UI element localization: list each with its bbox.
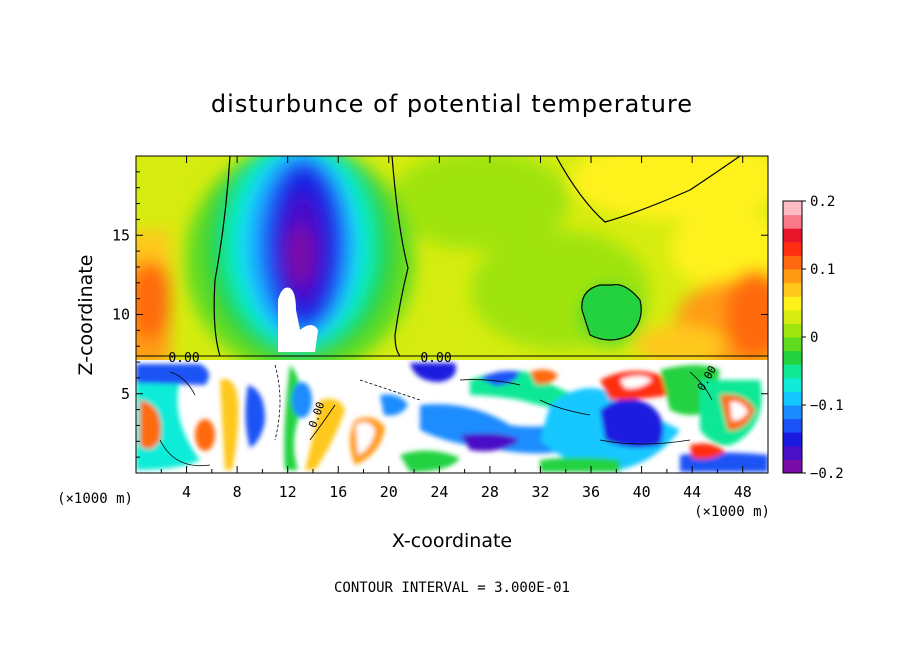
- colorbar-segment: [783, 391, 802, 406]
- x-tick-label: 48: [734, 483, 752, 501]
- x-axis: 4 8 12 16 20 24 28 32 36 40 44 48: [160, 156, 752, 501]
- colorbar: 0.2 0.1 0 −0.1 −0.2: [782, 194, 844, 482]
- x-unit-right: (×1000 m): [694, 504, 770, 520]
- colorbar-segment: [783, 269, 802, 284]
- x-tick-label: 40: [633, 483, 651, 501]
- contour-label-1: 0.00: [168, 351, 199, 366]
- x-unit-left: (×1000 m): [57, 491, 133, 507]
- colorbar-segment: [783, 364, 802, 379]
- x-tick-label: 8: [233, 483, 242, 501]
- colorbar-tick-label: −0.1: [810, 398, 844, 414]
- colorbar-segment: [783, 337, 802, 352]
- colorbar-segment: [783, 323, 802, 338]
- x-tick-label: 44: [683, 483, 701, 501]
- contour-interval-note: CONTOUR INTERVAL = 3.000E-01: [334, 580, 570, 596]
- colorbar-tick-label: 0.2: [810, 194, 835, 210]
- colorbar-segment: [783, 459, 802, 474]
- colorbar-segment: [783, 445, 802, 460]
- contour-label-2: 0.00: [420, 351, 451, 366]
- y-tick-label: 5: [121, 385, 130, 403]
- colorbar-segment: [783, 432, 802, 447]
- colorbar-segment: [783, 296, 802, 311]
- lower-field: [136, 360, 768, 473]
- colorbar-segment: [783, 255, 802, 270]
- x-tick-label: 4: [182, 483, 191, 501]
- colorbar-segment: [783, 241, 802, 256]
- colorbar-segment: [783, 377, 802, 392]
- x-tick-label: 24: [430, 483, 448, 501]
- x-axis-label: X-coordinate: [392, 530, 512, 552]
- colorbar-tick-label: 0: [810, 330, 818, 346]
- colorbar-segment: [783, 214, 802, 229]
- colorbar-segment: [783, 282, 802, 297]
- colorbar-tick-label: 0.1: [810, 262, 835, 278]
- chart-title: disturbunce of potential temperature: [211, 90, 693, 118]
- x-tick-label: 20: [380, 483, 398, 501]
- x-tick-label: 32: [531, 483, 549, 501]
- x-tick-label: 28: [481, 483, 499, 501]
- colorbar-segment: [783, 418, 802, 433]
- x-tick-label: 36: [582, 483, 600, 501]
- colorbar-segment: [783, 201, 802, 216]
- colorbar-segment: [783, 350, 802, 365]
- colorbar-tick-label: −0.2: [810, 466, 844, 482]
- colorbar-segment: [783, 228, 802, 243]
- y-tick-label: 10: [112, 306, 130, 324]
- upper-field: [136, 156, 768, 360]
- x-tick-label: 12: [279, 483, 297, 501]
- x-tick-label: 16: [329, 483, 347, 501]
- colorbar-segment: [783, 309, 802, 324]
- y-axis-label: Z-coordinate: [75, 255, 97, 376]
- colorbar-segment: [783, 405, 802, 420]
- y-axis: 5 10 15: [112, 171, 768, 458]
- y-tick-label: 15: [112, 226, 130, 244]
